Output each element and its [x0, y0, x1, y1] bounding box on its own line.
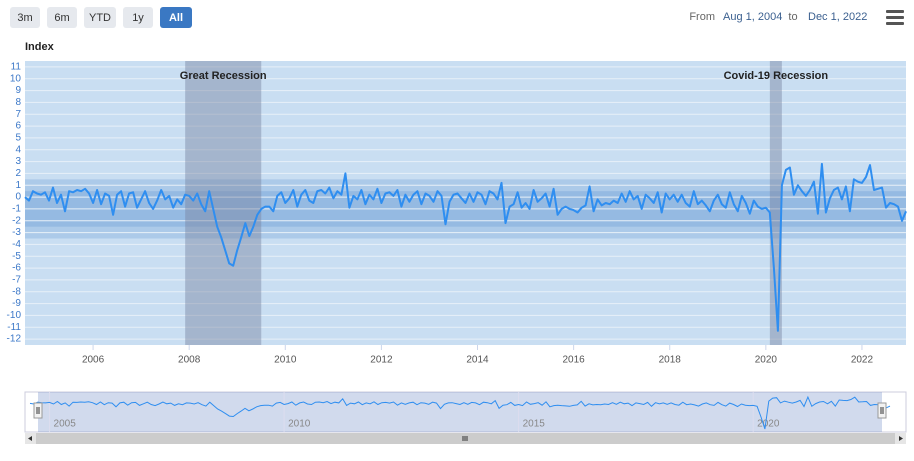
y-tick-label: 6 [15, 121, 21, 132]
y-tick-label: -8 [12, 286, 21, 297]
y-tick-label: 7 [15, 109, 21, 120]
y-tick-label: 5 [15, 133, 21, 144]
x-tick-label: 2010 [274, 355, 297, 366]
x-tick-label: 2016 [562, 355, 585, 366]
navigator-tick-label: 2015 [523, 419, 546, 430]
y-tick-label: -5 [12, 251, 21, 262]
range-button[interactable]: 3m [10, 7, 40, 28]
x-tick-label: 2012 [370, 355, 393, 366]
arrow-icon [899, 436, 903, 441]
x-tick-label: 2008 [178, 355, 201, 366]
series-line [24, 162, 907, 332]
recession-band [185, 61, 262, 345]
x-tick-label: 2020 [755, 355, 778, 366]
recession-label: Great Recession [180, 70, 267, 82]
range-button-bg [84, 7, 116, 28]
x-tick-label: 2018 [659, 355, 682, 366]
y-tick-label: -4 [12, 239, 21, 250]
navigator-tick-label: 2005 [54, 419, 77, 430]
range-button-bg [160, 7, 192, 28]
navigator-tick-label: 2010 [288, 419, 311, 430]
range-button[interactable]: All [160, 7, 192, 28]
y-tick-label: 8 [15, 97, 21, 108]
menu-bar [886, 16, 904, 19]
y-tick-label: -9 [12, 298, 21, 309]
range-button-label: 1y [132, 12, 144, 24]
x-tick-label: 2006 [82, 355, 105, 366]
navigator-mask [38, 392, 882, 432]
from-label: From [689, 11, 715, 23]
range-button-bg [47, 7, 77, 28]
handle-body [33, 402, 43, 419]
menu-bar [886, 22, 904, 25]
y-axis-title: Index [25, 41, 55, 53]
y-tick-label: -10 [7, 310, 22, 321]
y-tick-label: -2 [12, 215, 21, 226]
range-button-bg [123, 7, 153, 28]
y-tick-label: -1 [12, 204, 21, 215]
scrollbar[interactable] [25, 433, 906, 444]
range-button-label: YTD [89, 12, 111, 24]
navigator-handle[interactable] [877, 402, 887, 419]
y-tick-label: 10 [10, 73, 22, 84]
y-tick-label: -3 [12, 227, 21, 238]
range-button[interactable]: YTD [84, 7, 116, 28]
navigator-handle[interactable] [33, 402, 43, 419]
y-tick-label: -6 [12, 263, 21, 274]
y-tick-label: 0 [15, 192, 21, 203]
range-button[interactable]: 6m [47, 7, 77, 28]
range-button-bg [10, 7, 40, 28]
y-tick-label: 1 [15, 180, 21, 191]
arrow-icon [28, 436, 32, 441]
range-button-label: All [169, 12, 183, 24]
y-tick-label: 11 [11, 62, 22, 73]
handle-body [877, 402, 887, 419]
menu-button[interactable] [886, 10, 904, 25]
y-tick-label: 2 [15, 168, 21, 179]
recession-label: Covid-19 Recession [724, 70, 829, 82]
to-label: to [788, 11, 797, 23]
range-button[interactable]: 1y [123, 7, 153, 28]
y-tick-label: 9 [15, 85, 21, 96]
range-button-label: 3m [17, 12, 32, 24]
menu-bar [886, 10, 904, 13]
navigator-line [29, 395, 891, 430]
navigator-tick-label: 2020 [757, 419, 780, 430]
y-tick-label: -7 [12, 275, 21, 286]
x-tick-label: 2014 [466, 355, 489, 366]
y-tick-label: -12 [7, 334, 22, 345]
from-input[interactable]: Aug 1, 2004 [723, 11, 782, 23]
x-tick-label: 2022 [851, 355, 874, 366]
y-tick-label: -11 [7, 322, 21, 333]
y-tick-label: 3 [15, 156, 21, 167]
range-button-label: 6m [54, 12, 69, 24]
y-tick-label: 4 [15, 144, 21, 155]
to-input[interactable]: Dec 1, 2022 [808, 11, 867, 23]
